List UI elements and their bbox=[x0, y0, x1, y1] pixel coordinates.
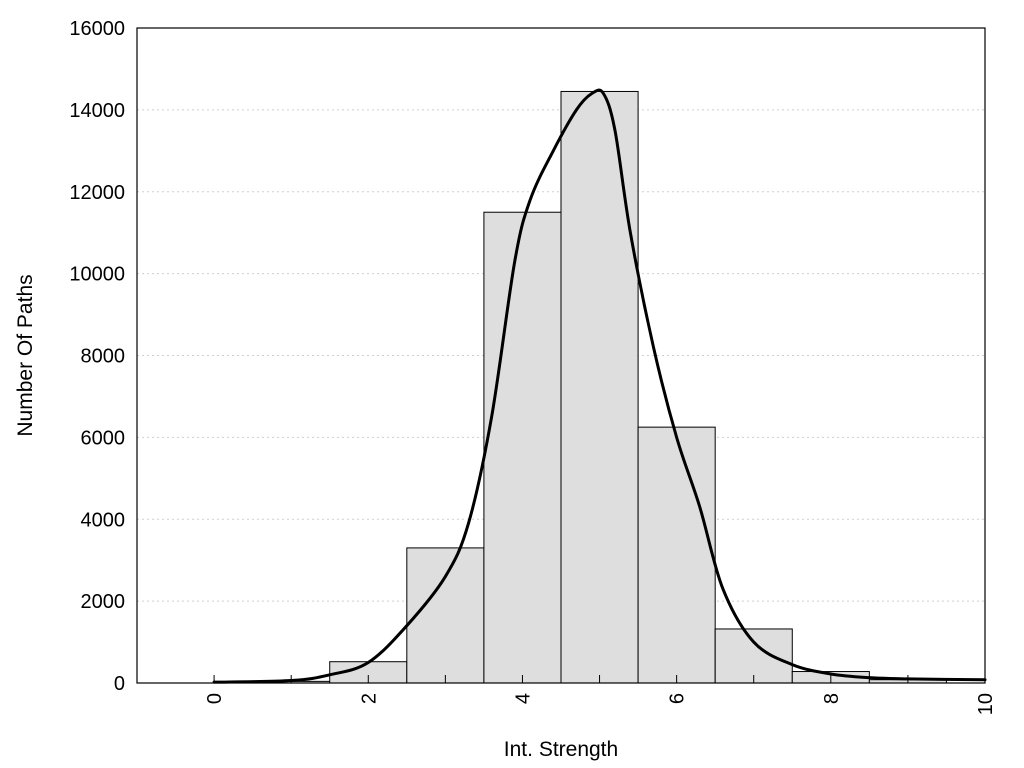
density-curve bbox=[212, 88, 987, 684]
y-tick-label: 2000 bbox=[81, 591, 126, 613]
plot-frame bbox=[136, 27, 986, 684]
x-tick-label: 2 bbox=[358, 693, 380, 704]
x-tick-label: 0 bbox=[204, 693, 226, 704]
y-tick-label: 14000 bbox=[69, 100, 125, 122]
histogram-bar bbox=[406, 547, 485, 684]
x-tick-label: 6 bbox=[667, 693, 689, 704]
x-tick-label: 10 bbox=[975, 693, 997, 715]
grid-lines bbox=[137, 109, 985, 602]
y-tick-label: 4000 bbox=[81, 509, 126, 531]
y-tick-label: 10000 bbox=[69, 264, 125, 286]
y-tick-label: 6000 bbox=[81, 427, 126, 449]
x-tick-label: 4 bbox=[512, 693, 534, 704]
y-tick-label: 16000 bbox=[69, 18, 125, 40]
y-tick-label: 8000 bbox=[81, 346, 126, 368]
y-axis-ticks: 0 2000 4000 6000 8000 10000 12000 14000 16000 bbox=[69, 18, 125, 695]
histogram-bar bbox=[714, 628, 793, 684]
y-tick-label: 12000 bbox=[69, 182, 125, 204]
y-axis-title: Number Of Paths bbox=[14, 274, 37, 436]
histogram-bars bbox=[252, 90, 947, 684]
x-axis-ticks: 0 2 4 6 8 10 bbox=[204, 675, 997, 715]
histogram-bar bbox=[560, 90, 639, 684]
y-tick-label: 0 bbox=[114, 673, 125, 695]
x-tick-label: 8 bbox=[821, 693, 843, 704]
histogram-bar bbox=[483, 211, 562, 684]
histogram-bar bbox=[637, 426, 716, 684]
x-axis-title: Int. Strength bbox=[504, 738, 618, 761]
